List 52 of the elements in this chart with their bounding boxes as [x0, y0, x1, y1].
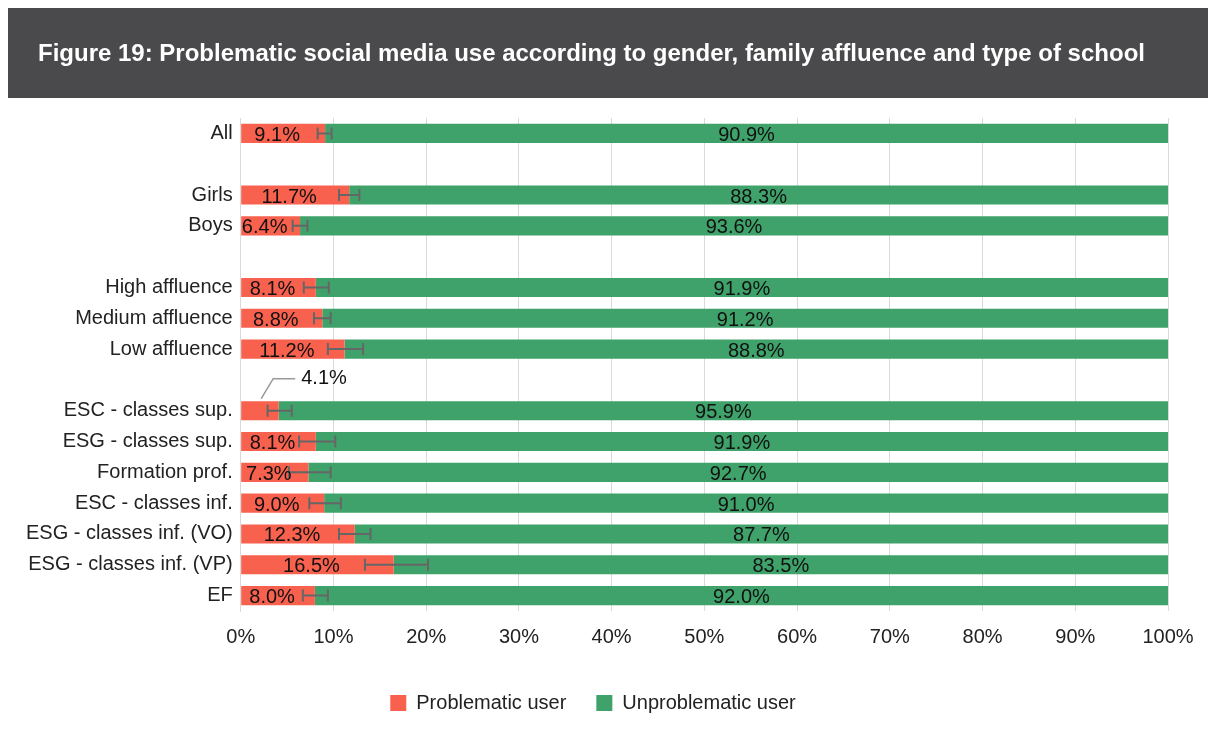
data-label: 16.5%	[283, 554, 341, 577]
data-label: 90.9%	[718, 122, 776, 145]
y-tick-label: ESC - classes sup.	[63, 398, 233, 421]
data-label: 88.3%	[730, 184, 788, 207]
data-label: 87.7%	[733, 523, 790, 546]
data-label: 9.1%	[254, 122, 301, 145]
y-tick-label: High affluence	[105, 274, 233, 297]
y-tick-label: ESG - classes inf. (VO)	[25, 521, 233, 544]
y-tick-label: Formation prof.	[97, 459, 233, 482]
x-tick-label: 80%	[962, 624, 1003, 647]
y-tick-label: Medium affluence	[75, 305, 233, 328]
y-tick-label: Boys	[188, 213, 233, 236]
y-tick-label: Girls	[191, 182, 233, 205]
x-tick-label: 70%	[869, 624, 911, 647]
data-label: 91.2%	[716, 307, 774, 330]
data-label: 91.9%	[713, 431, 771, 454]
x-tick-label: 60%	[777, 624, 818, 647]
data-label: 92.0%	[713, 585, 771, 608]
chart-title: Figure 19: Problematic social media use according to gender, family affluence and type of school	[8, 8, 1208, 98]
data-label: 9.0%	[253, 492, 300, 515]
data-label: 8.0%	[249, 585, 296, 608]
data-label: 11.2%	[259, 338, 315, 361]
x-tick-label: 100%	[1142, 624, 1194, 647]
data-label: 12.3%	[263, 523, 321, 546]
y-tick-label: Low affluence	[109, 336, 233, 359]
y-tick-label: ESC - classes inf.	[74, 490, 233, 513]
data-label: 8.1%	[249, 431, 296, 454]
y-tick-label: EF	[207, 583, 233, 606]
data-label: 91.9%	[713, 276, 771, 299]
data-label: 83.5%	[752, 554, 810, 577]
x-tick-label: 20%	[406, 624, 447, 647]
x-tick-label: 30%	[498, 624, 540, 647]
data-label: 11.7%	[261, 184, 318, 207]
data-label: 8.8%	[252, 307, 299, 330]
data-label: 91.0%	[717, 492, 775, 515]
data-label: 92.7%	[709, 461, 767, 484]
x-tick-label: 40%	[591, 624, 632, 647]
data-label: 6.4%	[241, 215, 288, 238]
data-label: 88.8%	[727, 338, 785, 361]
y-tick-label: All	[210, 120, 233, 143]
data-label: 95.9%	[695, 400, 752, 423]
x-tick-label: 10%	[313, 624, 354, 647]
x-tick-label: 90%	[1055, 624, 1096, 647]
y-tick-label: ESG - classes inf. (VP)	[28, 552, 233, 575]
data-label: 4.1%	[301, 366, 348, 389]
x-tick-label: 50%	[684, 624, 725, 647]
legend-label: Unproblematic user	[622, 690, 797, 713]
data-label: 93.6%	[705, 215, 763, 238]
data-label: 8.1%	[249, 276, 296, 299]
x-tick-label: 0%	[226, 624, 256, 647]
legend-label: Problematic user	[416, 690, 567, 713]
y-tick-label: ESG - classes sup.	[62, 429, 233, 452]
